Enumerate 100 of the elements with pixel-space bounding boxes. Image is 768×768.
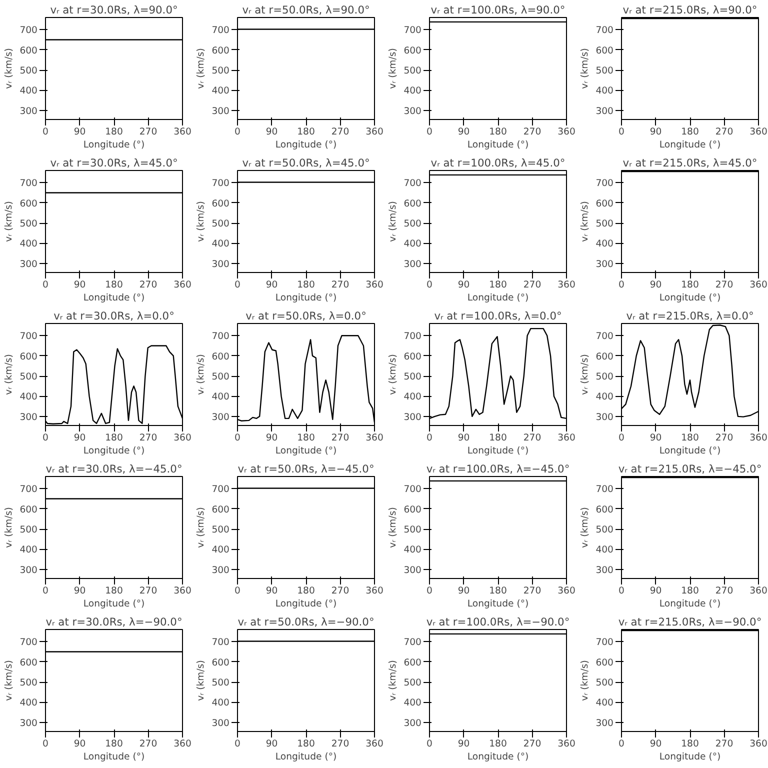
x-tick-label: 90: [266, 126, 278, 138]
y-axis-title: vᵣ (km/s): [388, 48, 399, 89]
y-tick-label: 700: [20, 178, 38, 190]
y-tick-label: 300: [404, 258, 422, 270]
x-axis-title: Longitude (°): [659, 598, 721, 610]
y-tick-label: 700: [404, 484, 422, 496]
y-tick-label: 300: [20, 412, 38, 423]
y-tick-label: 300: [20, 106, 38, 117]
x-tick-label: 360: [174, 126, 192, 138]
x-tick-label: 90: [650, 738, 662, 750]
x-tick-label: 90: [650, 280, 662, 290]
x-tick-label: 0: [426, 432, 433, 444]
y-tick-label: 300: [212, 106, 230, 117]
y-tick-label: 300: [20, 718, 38, 729]
x-tick-label: 360: [750, 738, 768, 750]
y-axis-title: vᵣ (km/s): [580, 201, 591, 242]
x-tick-label: 0: [42, 126, 49, 138]
x-axis-title: Longitude (°): [659, 140, 721, 150]
y-tick-label: 500: [596, 218, 614, 230]
x-tick-label: 270: [523, 738, 542, 750]
x-tick-label: 270: [331, 432, 350, 444]
x-tick-label: 180: [105, 126, 123, 138]
x-axis-title: Longitude (°): [83, 752, 145, 762]
chart-title: vᵣ at r=30.0Rs, λ=−45.0°: [46, 462, 182, 476]
y-tick-label: 500: [404, 524, 422, 536]
y-tick-label: 500: [404, 218, 422, 230]
x-tick-label: 0: [618, 738, 625, 750]
x-tick-label: 90: [458, 738, 470, 750]
y-tick-label: 700: [596, 25, 614, 36]
y-tick-label: 300: [404, 718, 422, 729]
chart-title: vᵣ at r=215.0Rs, λ=90.0°: [622, 4, 758, 16]
x-tick-label: 270: [331, 280, 350, 290]
chart-title: vᵣ at r=100.0Rs, λ=−45.0°: [426, 462, 570, 476]
chart-title: vᵣ at r=100.0Rs, λ=90.0°: [430, 4, 566, 16]
y-tick-label: 600: [404, 45, 422, 56]
y-axis-title: vᵣ (km/s): [4, 660, 15, 701]
x-tick-label: 270: [523, 432, 542, 444]
y-axis-title: vᵣ (km/s): [196, 48, 207, 89]
x-tick-label: 270: [715, 126, 734, 138]
x-tick-label: 360: [558, 738, 576, 750]
y-tick-label: 300: [212, 258, 230, 270]
x-tick-label: 180: [489, 738, 507, 750]
y-tick-label: 700: [20, 25, 38, 36]
y-tick-label: 700: [212, 484, 230, 496]
x-tick-label: 180: [681, 280, 699, 290]
x-tick-label: 180: [297, 586, 315, 596]
x-tick-label: 180: [105, 738, 123, 750]
y-tick-label: 600: [20, 351, 38, 362]
x-tick-label: 0: [618, 280, 625, 290]
x-tick-label: 360: [750, 432, 768, 444]
y-tick-label: 300: [596, 564, 614, 576]
x-tick-label: 90: [650, 586, 662, 596]
y-tick-label: 700: [596, 637, 614, 648]
y-tick-label: 400: [404, 698, 422, 709]
x-tick-label: 180: [105, 586, 123, 596]
x-tick-label: 360: [558, 586, 576, 596]
y-tick-label: 500: [20, 218, 38, 230]
y-tick-label: 600: [596, 198, 614, 210]
x-tick-label: 90: [650, 126, 662, 138]
chart-title: vᵣ at r=50.0Rs, λ=90.0°: [242, 4, 370, 16]
y-tick-label: 400: [20, 86, 38, 97]
x-tick-label: 360: [750, 586, 768, 596]
y-tick-label: 300: [596, 412, 614, 423]
x-axis-title: Longitude (°): [275, 598, 337, 610]
chart-title: vᵣ at r=100.0Rs, λ=0.0°: [434, 310, 562, 322]
y-tick-label: 600: [596, 45, 614, 56]
x-tick-label: 270: [715, 432, 734, 444]
x-tick-label: 360: [174, 738, 192, 750]
x-tick-label: 180: [297, 738, 315, 750]
y-tick-label: 400: [404, 238, 422, 250]
x-tick-label: 0: [42, 432, 49, 444]
y-tick-label: 300: [596, 718, 614, 729]
x-tick-label: 270: [523, 280, 542, 290]
x-axis-title: Longitude (°): [659, 446, 721, 456]
y-tick-label: 500: [212, 678, 230, 689]
x-tick-label: 180: [489, 432, 507, 444]
x-tick-label: 360: [366, 280, 384, 290]
y-tick-label: 700: [20, 637, 38, 648]
x-tick-label: 0: [426, 126, 433, 138]
y-tick-label: 600: [212, 504, 230, 516]
y-tick-label: 700: [20, 331, 38, 342]
x-tick-label: 360: [558, 432, 576, 444]
y-axis-title: vᵣ (km/s): [4, 48, 15, 89]
y-tick-label: 400: [20, 238, 38, 250]
y-tick-label: 300: [212, 412, 230, 423]
y-tick-label: 500: [596, 524, 614, 536]
y-tick-label: 600: [20, 504, 38, 516]
x-axis-title: Longitude (°): [275, 446, 337, 456]
x-tick-label: 360: [174, 280, 192, 290]
chart-title: vᵣ at r=30.0Rs, λ=−90.0°: [46, 616, 182, 628]
x-tick-label: 0: [234, 738, 241, 750]
x-axis-title: Longitude (°): [467, 752, 529, 762]
y-axis-title: vᵣ (km/s): [4, 507, 15, 548]
x-tick-label: 0: [42, 738, 49, 750]
x-tick-label: 0: [234, 586, 241, 596]
x-tick-label: 360: [174, 586, 192, 596]
y-axis-title: vᵣ (km/s): [4, 354, 15, 395]
y-tick-label: 500: [596, 678, 614, 689]
y-axis-title: vᵣ (km/s): [388, 201, 399, 242]
y-tick-label: 600: [212, 657, 230, 668]
